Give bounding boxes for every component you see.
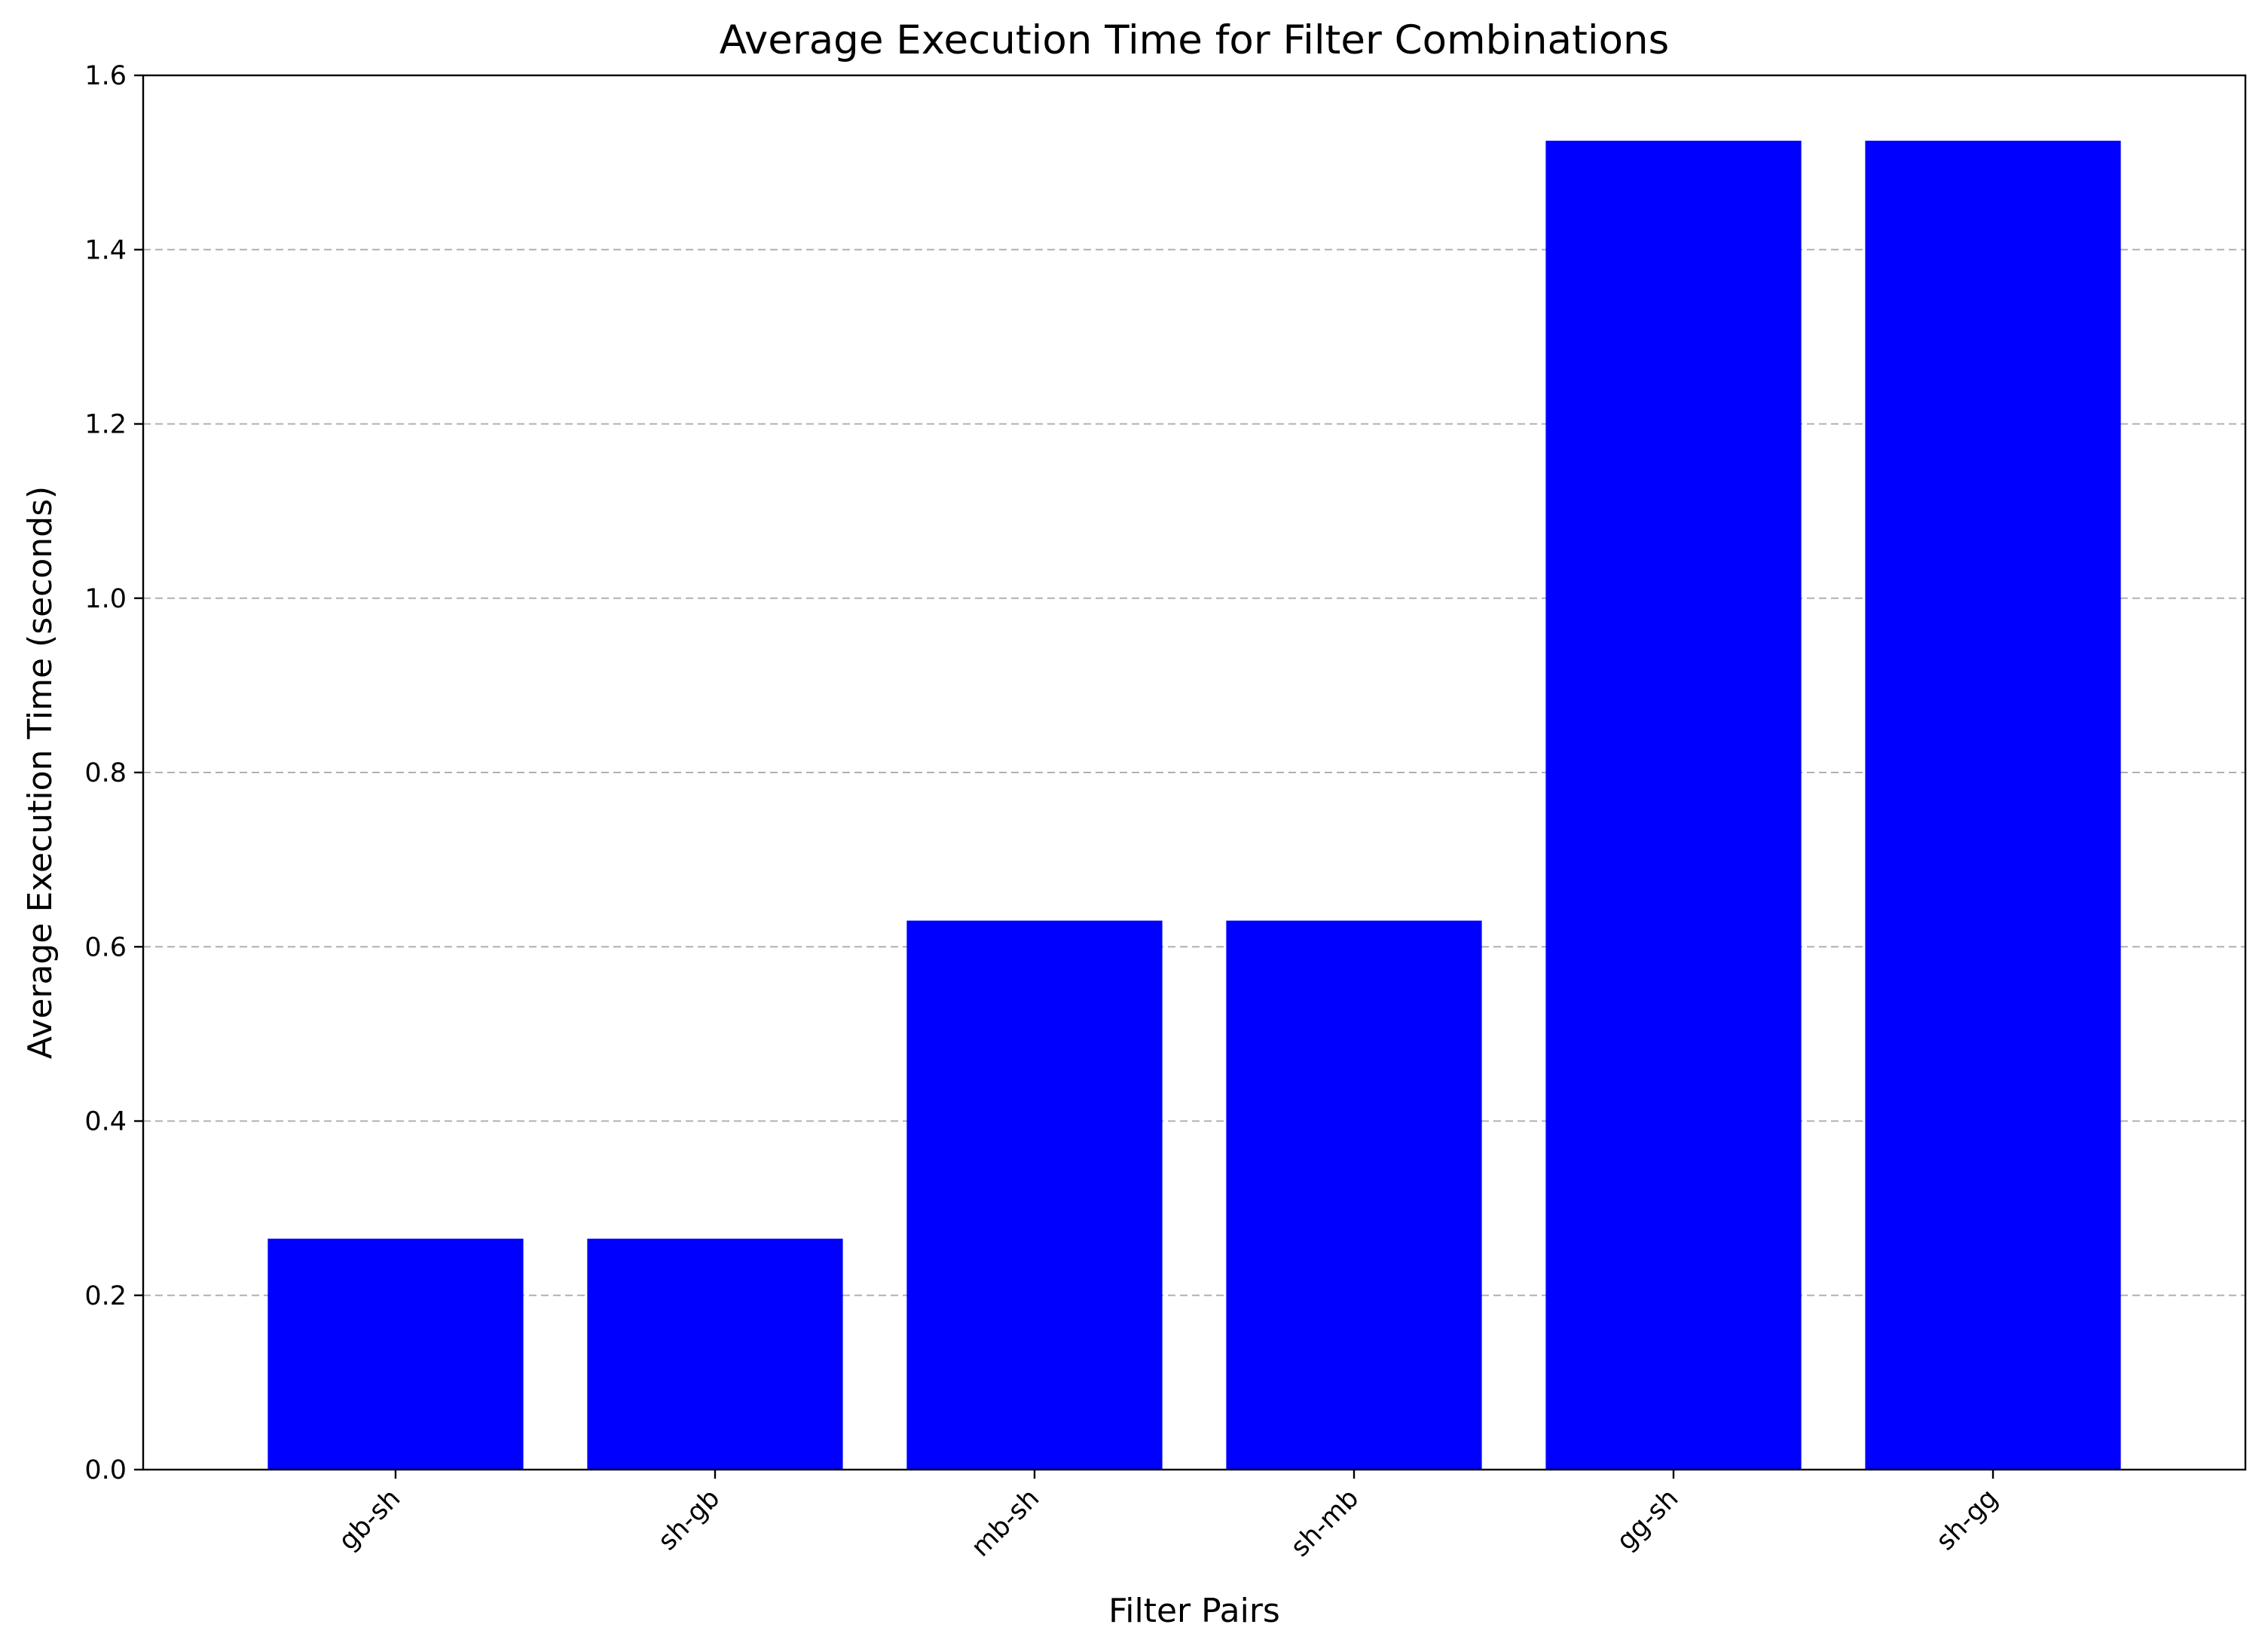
y-tick-label: 0.6 — [84, 932, 127, 962]
y-tick-label: 1.2 — [84, 410, 127, 440]
y-axis-label: Average Execution Time (seconds) — [21, 486, 60, 1059]
bar-sh-mb — [1226, 920, 1482, 1470]
bar-sh-gb — [587, 1238, 843, 1470]
y-tick-label: 1.0 — [84, 584, 127, 614]
plot-area-frame — [142, 74, 2247, 1471]
x-axis-label: Filter Pairs — [1108, 1592, 1280, 1630]
bar-gg-sh — [1545, 140, 1802, 1470]
y-tick-label: 1.6 — [84, 61, 127, 91]
y-tick-label: 0.2 — [84, 1281, 127, 1311]
y-tick-label: 0.0 — [84, 1455, 127, 1485]
bar-sh-gg — [1865, 140, 2121, 1470]
chart-title: Average Execution Time for Filter Combin… — [720, 17, 1669, 63]
y-tick-label: 0.4 — [84, 1107, 127, 1137]
bar-gb-sh — [267, 1238, 524, 1470]
y-tick-label: 1.4 — [84, 235, 127, 265]
y-tick-label: 0.8 — [84, 758, 127, 788]
bars — [267, 140, 2121, 1470]
bar-mb-sh — [906, 920, 1163, 1470]
